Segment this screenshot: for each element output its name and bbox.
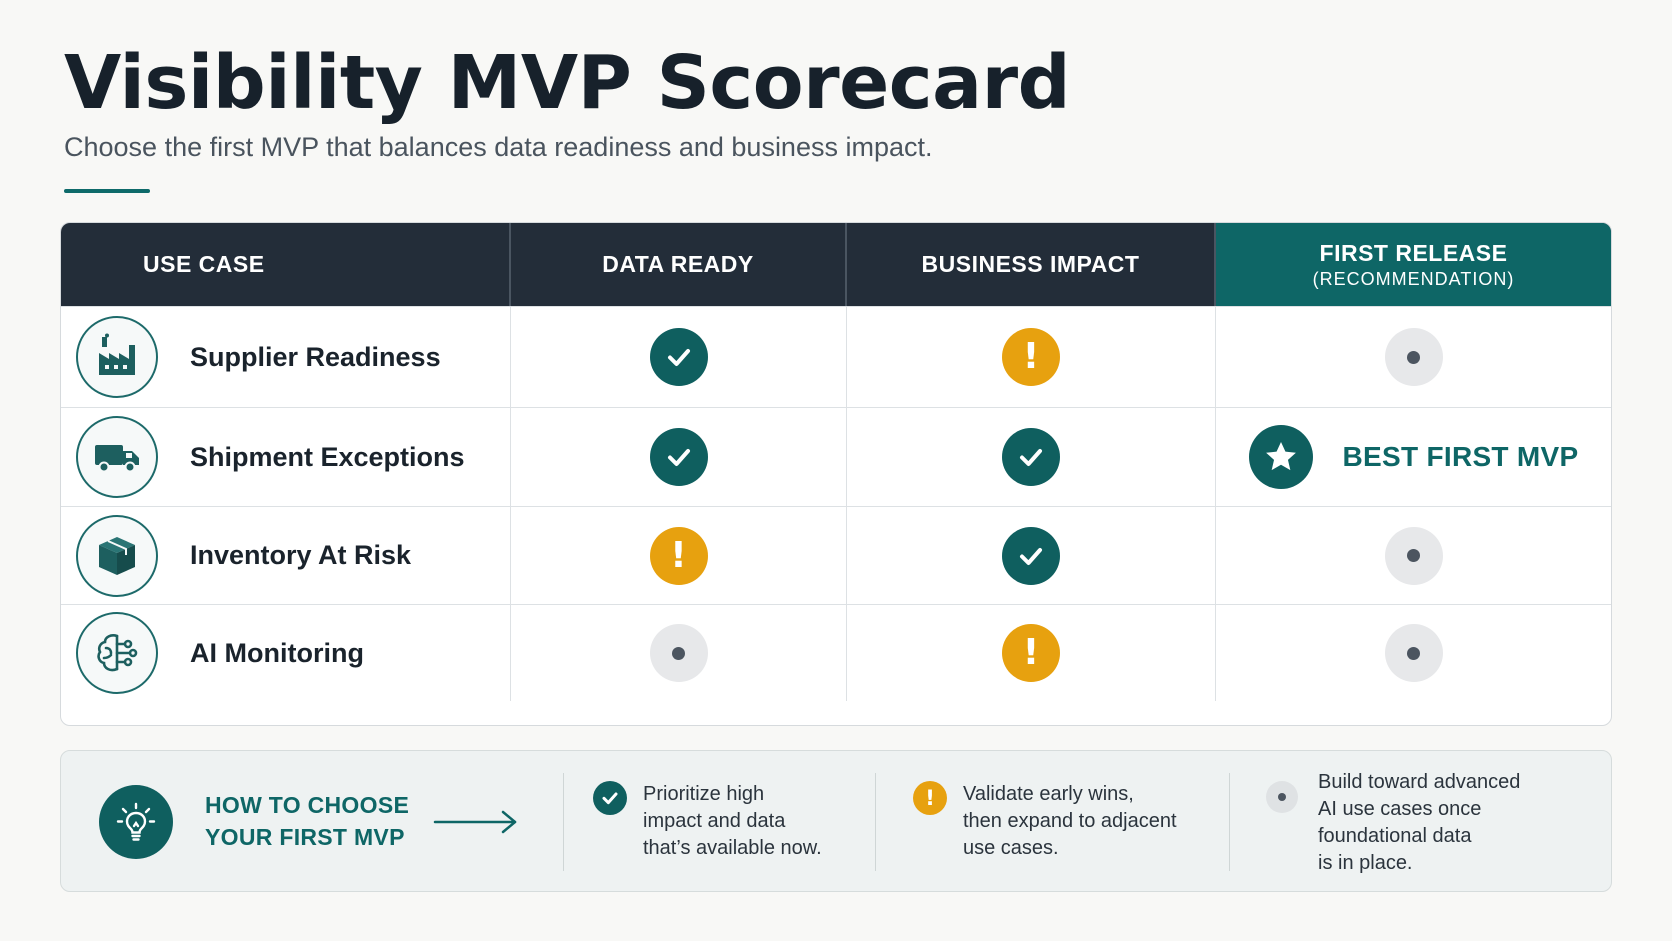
data-ready-cell <box>511 605 847 701</box>
column-header-data-ready: DATA READY <box>511 223 847 306</box>
neutral-dot-icon <box>1266 781 1298 813</box>
neutral-dot-icon <box>1384 624 1443 682</box>
guide-tip-text: Build toward advanced AI use cases once … <box>1318 771 1521 874</box>
business-impact-cell: ! <box>847 307 1216 407</box>
guide-tip: Prioritize high impact and data that’s a… <box>593 781 822 862</box>
package-icon <box>76 514 158 597</box>
guide-title-line: YOUR FIRST MVP <box>205 824 405 850</box>
first-release-cell <box>1216 307 1611 407</box>
guide-tip: ! Validate early wins, then expand to ad… <box>913 781 1177 862</box>
column-header-business-impact: BUSINESS IMPACT <box>847 223 1216 306</box>
use-case-label: Supplier Readiness <box>190 341 441 372</box>
check-icon <box>1002 428 1060 486</box>
guide-tip-text: Validate early wins, then expand to adja… <box>963 783 1177 859</box>
neutral-dot-icon <box>649 624 708 682</box>
arrow-right-icon <box>433 810 517 834</box>
table-row: Inventory At Risk ! <box>61 506 1611 604</box>
truck-icon <box>76 416 158 498</box>
column-sublabel: (RECOMMENDATION) <box>1312 268 1515 289</box>
business-impact-cell: ! <box>847 605 1216 701</box>
star-icon <box>1248 425 1313 489</box>
use-case-cell: Supplier Readiness <box>61 307 511 407</box>
column-header-first-release: FIRST RELEASE (RECOMMENDATION) <box>1216 223 1611 306</box>
column-label: BUSINESS IMPACT <box>921 251 1140 277</box>
guide-title-line: HOW TO CHOOSE <box>205 792 410 818</box>
check-icon <box>649 428 708 486</box>
column-label: DATA READY <box>602 251 754 277</box>
first-release-cell <box>1216 605 1611 701</box>
factory-icon <box>76 316 158 398</box>
column-label: FIRST RELEASE <box>1319 239 1508 266</box>
guide-title: HOW TO CHOOSE YOUR FIRST MVP <box>205 789 409 853</box>
guide-tip-text: Prioritize high impact and data that’s a… <box>643 783 822 859</box>
use-case-cell: Inventory At Risk <box>61 507 511 604</box>
page-title: Visibility MVP Scorecard <box>64 40 1071 126</box>
table-row: Shipment Exceptions BEST FIRST MVP <box>61 407 1611 506</box>
first-release-cell <box>1216 507 1611 604</box>
data-ready-cell <box>511 307 847 407</box>
neutral-dot-icon <box>1384 328 1443 386</box>
check-icon <box>649 328 708 386</box>
best-first-mvp-label: BEST FIRST MVP <box>1342 441 1579 472</box>
warning-icon: ! <box>1002 328 1060 386</box>
accent-divider <box>64 189 150 193</box>
table-row: Supplier Readiness ! <box>61 306 1611 407</box>
business-impact-cell <box>847 507 1216 604</box>
ai-brain-icon <box>76 612 158 694</box>
first-release-cell: BEST FIRST MVP <box>1216 408 1611 506</box>
use-case-label: Inventory At Risk <box>190 540 412 570</box>
scorecard-table: USE CASE DATA READY BUSINESS IMPACT FIRS… <box>60 222 1612 726</box>
guide-divider <box>1229 773 1230 871</box>
use-case-label: Shipment Exceptions <box>190 441 465 472</box>
column-label: USE CASE <box>143 251 265 277</box>
use-case-cell: AI Monitoring <box>61 605 511 701</box>
warning-icon: ! <box>1002 624 1060 682</box>
lightbulb-icon <box>99 785 173 859</box>
warning-icon: ! <box>913 781 947 815</box>
page-subtitle: Choose the first MVP that balances data … <box>64 132 933 162</box>
guide-divider <box>563 773 564 871</box>
use-case-cell: Shipment Exceptions <box>61 408 511 506</box>
warning-icon: ! <box>649 526 708 585</box>
check-icon <box>593 781 627 815</box>
column-header-use-case: USE CASE <box>61 223 511 306</box>
use-case-label: AI Monitoring <box>190 637 364 668</box>
business-impact-cell <box>847 408 1216 506</box>
check-icon <box>1002 526 1060 585</box>
data-ready-cell <box>511 408 847 506</box>
table-header: USE CASE DATA READY BUSINESS IMPACT FIRS… <box>61 223 1611 306</box>
data-ready-cell: ! <box>511 507 847 604</box>
table-row: AI Monitoring ! <box>61 604 1611 701</box>
best-first-mvp-badge: BEST FIRST MVP <box>1248 425 1579 489</box>
how-to-choose-panel: HOW TO CHOOSE YOUR FIRST MVP Prioritize … <box>60 750 1612 892</box>
neutral-dot-icon <box>1384 526 1443 585</box>
guide-tip: Build toward advanced AI use cases once … <box>1266 769 1520 877</box>
guide-divider <box>875 773 876 871</box>
